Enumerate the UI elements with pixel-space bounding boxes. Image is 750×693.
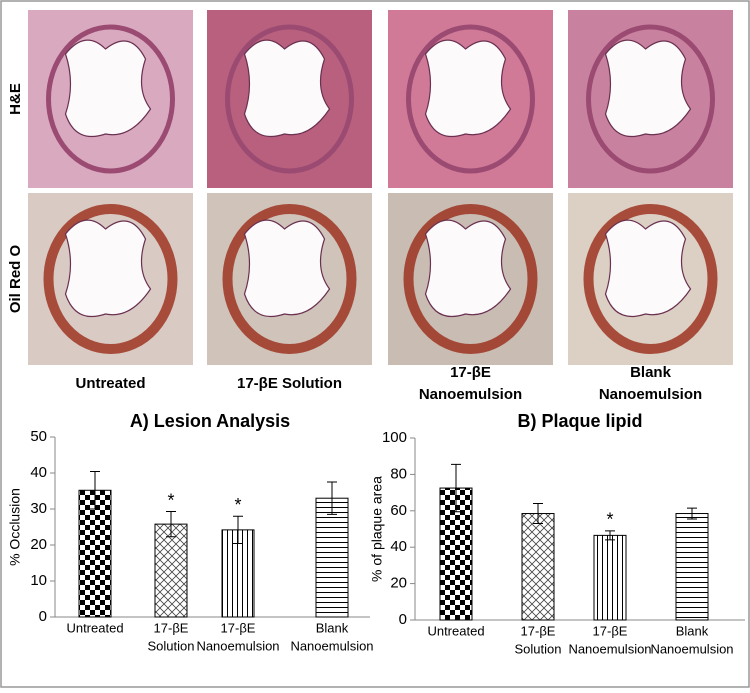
error-bar bbox=[166, 511, 176, 538]
row-label: Oil Red O bbox=[7, 244, 24, 313]
y-tick-label: 40 bbox=[390, 538, 407, 555]
chart-title: A) Lesion Analysis bbox=[130, 411, 290, 431]
vessel-wall bbox=[406, 24, 535, 174]
bar bbox=[221, 529, 255, 618]
lumen bbox=[64, 219, 152, 318]
y-axis-label: % Occlusion bbox=[7, 488, 23, 566]
plaque-ring bbox=[583, 204, 718, 354]
bar bbox=[154, 523, 188, 618]
x-tick-label: Untreated bbox=[66, 620, 123, 635]
x-tick-label: 17-βE bbox=[154, 620, 189, 635]
error-bar bbox=[90, 471, 100, 510]
y-tick-label: 20 bbox=[30, 536, 47, 553]
x-tick-label: Nanoemulsion bbox=[290, 638, 373, 653]
column-label: Nanoemulsion bbox=[419, 386, 522, 403]
vessel-wall bbox=[586, 24, 715, 174]
plaque-ring bbox=[222, 204, 357, 354]
x-tick-label: 17-βE bbox=[593, 623, 628, 638]
x-tick-label: 17-βE bbox=[221, 620, 256, 635]
column-label: Nanoemulsion bbox=[599, 386, 702, 403]
y-tick-label: 60 bbox=[390, 502, 407, 519]
y-tick-label: 40 bbox=[30, 464, 47, 481]
lumen bbox=[424, 39, 512, 138]
lumen bbox=[64, 39, 152, 138]
plaque-ring bbox=[43, 204, 178, 354]
bar bbox=[675, 513, 709, 621]
x-tick-label: Nanoemulsion bbox=[650, 641, 733, 656]
y-tick-label: 80 bbox=[390, 465, 407, 482]
vessel-wall bbox=[46, 24, 175, 174]
column-label: 17-βE Solution bbox=[237, 375, 342, 392]
x-tick-label: 17-βE bbox=[521, 623, 556, 638]
error-bar bbox=[605, 530, 615, 541]
lumen bbox=[604, 39, 692, 138]
significance-marker: * bbox=[234, 495, 241, 515]
lumen bbox=[424, 219, 512, 318]
bar bbox=[521, 513, 555, 621]
micrographs bbox=[28, 10, 733, 365]
x-tick-label: Nanoemulsion bbox=[568, 641, 651, 656]
y-tick-label: 50 bbox=[30, 428, 47, 445]
error-bar bbox=[451, 463, 461, 513]
y-tick-label: 20 bbox=[390, 575, 407, 592]
vessel-wall bbox=[225, 24, 354, 174]
y-tick-label: 0 bbox=[399, 611, 407, 628]
row-label: H&E bbox=[7, 83, 24, 115]
y-tick-label: 30 bbox=[30, 500, 47, 517]
bar bbox=[315, 497, 349, 618]
bar bbox=[593, 534, 627, 621]
y-tick-label: 100 bbox=[382, 429, 407, 446]
x-tick-label: Untreated bbox=[427, 623, 484, 638]
error-bar bbox=[687, 507, 697, 520]
column-label: Untreated bbox=[75, 375, 145, 392]
error-bar bbox=[233, 515, 243, 545]
x-tick-label: Blank bbox=[316, 620, 349, 635]
x-tick-label: Solution bbox=[515, 641, 562, 656]
y-axis-label: % of plaque area bbox=[369, 476, 385, 582]
y-tick-label: 0 bbox=[39, 608, 47, 625]
lumen bbox=[243, 219, 331, 318]
significance-marker: * bbox=[606, 510, 613, 530]
chart-title: B) Plaque lipid bbox=[517, 411, 642, 431]
plaque-ring bbox=[403, 204, 538, 354]
column-label: Blank bbox=[630, 364, 672, 381]
error-bar bbox=[327, 481, 337, 515]
x-tick-label: Solution bbox=[148, 638, 195, 653]
significance-marker: * bbox=[167, 490, 174, 510]
bar bbox=[78, 489, 112, 618]
x-tick-label: Nanoemulsion bbox=[196, 638, 279, 653]
column-label: 17-βE bbox=[450, 364, 491, 381]
y-tick-label: 10 bbox=[30, 572, 47, 589]
error-bar bbox=[533, 503, 543, 525]
lumen bbox=[243, 39, 331, 138]
x-tick-label: Blank bbox=[676, 623, 709, 638]
lumen bbox=[604, 219, 692, 318]
